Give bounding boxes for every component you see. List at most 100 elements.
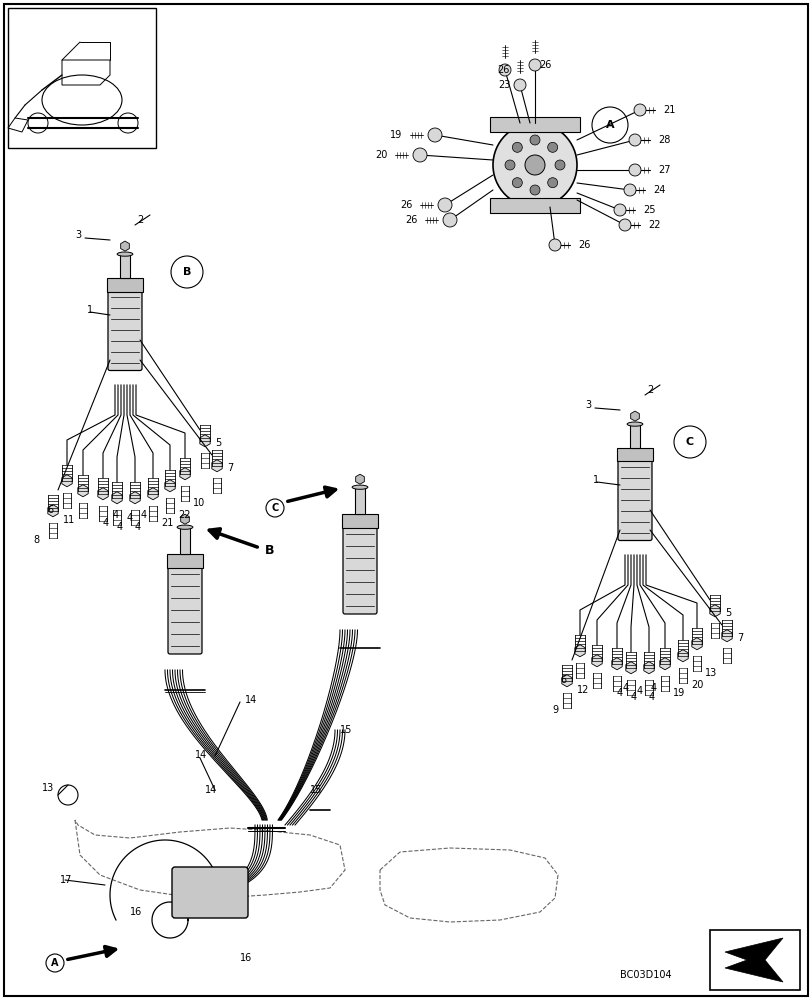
Bar: [179, 527, 190, 554]
Text: 13: 13: [704, 668, 716, 678]
Text: A: A: [605, 120, 614, 130]
Polygon shape: [591, 655, 602, 667]
Polygon shape: [625, 662, 635, 674]
Circle shape: [547, 178, 557, 188]
Polygon shape: [643, 662, 654, 674]
Circle shape: [504, 160, 514, 170]
Text: C: C: [271, 503, 278, 513]
Polygon shape: [97, 488, 108, 500]
Polygon shape: [130, 492, 140, 504]
Circle shape: [618, 219, 630, 231]
Text: 22: 22: [178, 510, 191, 520]
Text: B: B: [264, 544, 274, 556]
Bar: [341, 514, 378, 528]
Text: 14: 14: [204, 785, 217, 795]
Polygon shape: [212, 460, 222, 472]
FancyBboxPatch shape: [108, 290, 142, 370]
Polygon shape: [561, 675, 572, 687]
Text: 3: 3: [75, 230, 81, 240]
Text: 4: 4: [127, 513, 133, 523]
Text: 26: 26: [577, 240, 590, 250]
Text: 4: 4: [650, 683, 656, 693]
Text: 21: 21: [663, 105, 675, 115]
Circle shape: [443, 213, 457, 227]
Polygon shape: [721, 630, 732, 642]
Polygon shape: [200, 435, 210, 447]
Polygon shape: [165, 480, 175, 492]
Circle shape: [629, 164, 640, 176]
Circle shape: [512, 142, 521, 152]
Text: 7: 7: [227, 463, 233, 473]
Circle shape: [530, 135, 539, 145]
Text: 1: 1: [87, 305, 93, 315]
Polygon shape: [180, 514, 189, 524]
Text: 22: 22: [647, 220, 659, 230]
Text: 4: 4: [616, 688, 622, 698]
Polygon shape: [112, 492, 122, 504]
Ellipse shape: [117, 252, 133, 256]
Text: 7: 7: [736, 633, 742, 643]
Polygon shape: [78, 485, 88, 497]
FancyBboxPatch shape: [168, 566, 202, 654]
Bar: [354, 487, 365, 514]
Text: 26: 26: [496, 65, 508, 75]
Text: 28: 28: [657, 135, 670, 145]
Text: 15: 15: [310, 785, 322, 795]
Ellipse shape: [626, 422, 642, 426]
Text: 24: 24: [652, 185, 664, 195]
Bar: [167, 554, 203, 568]
Polygon shape: [677, 650, 688, 662]
Circle shape: [613, 204, 625, 216]
Text: 16: 16: [130, 907, 142, 917]
Circle shape: [528, 59, 540, 71]
Circle shape: [427, 128, 441, 142]
Text: 2: 2: [646, 385, 652, 395]
Polygon shape: [630, 411, 638, 421]
Text: 6: 6: [47, 505, 53, 515]
Text: 27: 27: [657, 165, 670, 175]
Text: 4: 4: [135, 522, 141, 532]
Text: 26: 26: [405, 215, 417, 225]
Circle shape: [633, 104, 646, 116]
Text: 23: 23: [497, 80, 510, 90]
Polygon shape: [355, 474, 364, 484]
Text: 20: 20: [375, 150, 387, 160]
Text: 11: 11: [63, 515, 75, 525]
Polygon shape: [48, 505, 58, 517]
Circle shape: [413, 148, 427, 162]
Polygon shape: [148, 488, 158, 500]
Ellipse shape: [177, 525, 193, 529]
Text: 5: 5: [215, 438, 221, 448]
Text: 4: 4: [117, 522, 123, 532]
Text: 14: 14: [245, 695, 257, 705]
Text: 4: 4: [622, 683, 629, 693]
Text: 4: 4: [630, 692, 637, 702]
Polygon shape: [121, 241, 129, 251]
Circle shape: [512, 178, 521, 188]
Text: 4: 4: [141, 510, 147, 520]
Circle shape: [547, 142, 557, 152]
Polygon shape: [709, 605, 719, 617]
Text: 18: 18: [225, 890, 237, 900]
Text: BC03D104: BC03D104: [620, 970, 671, 980]
Circle shape: [492, 123, 577, 207]
Circle shape: [548, 239, 560, 251]
Polygon shape: [691, 638, 702, 650]
Text: 15: 15: [340, 725, 352, 735]
Text: B: B: [182, 267, 191, 277]
Text: 3: 3: [584, 400, 590, 410]
Bar: [107, 278, 143, 292]
Polygon shape: [611, 658, 621, 670]
Bar: [489, 198, 579, 213]
Text: 4: 4: [648, 692, 654, 702]
Text: A: A: [51, 958, 58, 968]
Polygon shape: [724, 938, 782, 982]
FancyBboxPatch shape: [617, 460, 651, 540]
Circle shape: [629, 134, 640, 146]
Text: 21: 21: [161, 518, 174, 528]
Polygon shape: [659, 658, 669, 670]
Text: 6: 6: [560, 675, 565, 685]
Bar: [616, 448, 652, 461]
Text: 25: 25: [642, 205, 654, 215]
Text: 26: 26: [400, 200, 412, 210]
